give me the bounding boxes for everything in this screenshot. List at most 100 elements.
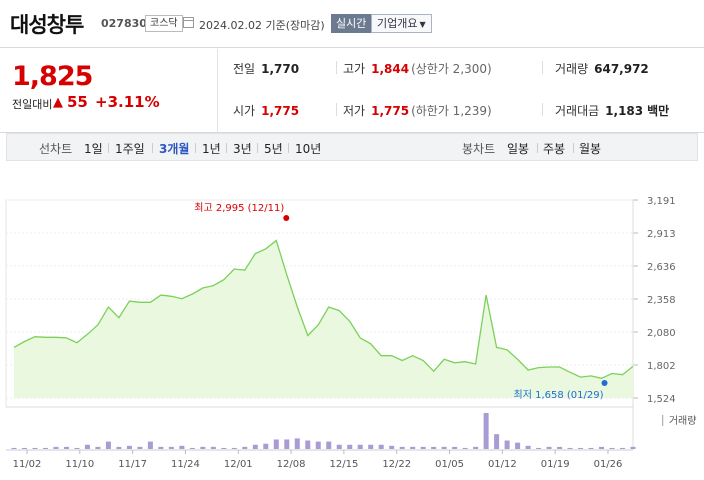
y-tick-label: 2,913 [647, 229, 676, 240]
volume-bar [21, 447, 27, 449]
volume-bar [158, 446, 164, 449]
volume-bar [263, 443, 269, 449]
price-line [13, 239, 634, 379]
tab-5year[interactable]: 5년 [264, 142, 283, 156]
volume-bar [84, 444, 90, 449]
volume-bar [588, 447, 594, 449]
volume-bar [252, 444, 258, 449]
divider [542, 103, 543, 116]
x-tick-label: 01/26 [594, 459, 623, 470]
tab-monthly-candle[interactable]: 월봉 [579, 142, 602, 156]
change-label: 전일대비 [12, 98, 53, 111]
x-tick-label: 11/02 [13, 459, 42, 470]
volume-bar [347, 444, 353, 449]
volume-bar [557, 446, 563, 449]
volume-bar [74, 447, 80, 449]
volume-bar [126, 445, 132, 449]
quote-panel: 1,825 전일대비 ▲ 55 +3.11% 전일 1,770 고가 1,844 (상… [0, 49, 704, 133]
stock-header: 대성창투 027830 코스닥 2024.02.02 기준(장마감) 실시간 기… [0, 0, 704, 48]
low-annotation: 최저 1,658 (01/29) [514, 389, 604, 401]
x-tick-label: 12/15 [329, 459, 358, 470]
x-tick-label: 11/10 [65, 459, 94, 470]
volume-bar [420, 446, 426, 449]
volume-bar [147, 441, 153, 449]
volume-bar [63, 446, 69, 449]
divider [537, 143, 538, 153]
realtime-button[interactable]: 실시간 [331, 14, 372, 33]
volume-bar [336, 444, 342, 449]
divider [288, 143, 289, 153]
volume-bar [210, 446, 216, 449]
tab-daily-candle[interactable]: 일봉 [507, 142, 530, 156]
tab-weekly-candle[interactable]: 주봉 [543, 142, 566, 156]
volume-bar [567, 447, 573, 449]
chart-period-tabs: 선차트 1일 1주일 3개월 1년 3년 5년 10년 봉차트 일봉 주봉 월봉 [6, 133, 698, 161]
quote-date: 2024.02.02 기준(장마감) [199, 19, 325, 32]
volume-bar [546, 446, 552, 449]
volume-bar [452, 446, 458, 449]
volume-bar [389, 445, 395, 449]
x-tick-label: 11/24 [171, 459, 200, 470]
tab-3month[interactable]: 3개월 [159, 142, 190, 156]
low-metric: 저가 1,775 (하한가 1,239) [343, 104, 492, 118]
volume-bar [515, 442, 521, 449]
y-tick-label: 1,802 [647, 361, 676, 372]
divider [336, 103, 337, 116]
volume-bar [168, 446, 174, 449]
volume-bar [378, 444, 384, 449]
tab-3year[interactable]: 3년 [233, 142, 252, 156]
volume-bar [189, 447, 195, 449]
volume-bar [399, 446, 405, 449]
up-triangle-icon: ▲ [53, 95, 63, 110]
current-price: 1,825 [12, 61, 93, 92]
price-chart[interactable]: 3,191 2,913 2,636 2,358 2,080 1,802 1,524 ⏐ 거래량… [0, 190, 704, 480]
high-annotation: 최고 2,995 (12/11) [194, 202, 284, 214]
volume-bar [116, 446, 122, 449]
volume-bar [630, 446, 636, 449]
volume-bar [53, 446, 59, 449]
y-tick-label: 2,358 [647, 295, 676, 306]
tab-1week[interactable]: 1주일 [115, 142, 145, 156]
volume-bar [525, 445, 531, 449]
stock-code: 027830 [101, 17, 147, 30]
change-value: 55 [67, 93, 88, 111]
volume-bar [11, 447, 17, 449]
x-tick-label: 12/01 [224, 459, 253, 470]
volume-bar [536, 447, 542, 449]
volume-axis-label: ⏐ 거래량 [660, 415, 696, 427]
company-overview-dropdown[interactable]: 기업개요 ▼ [371, 14, 432, 33]
tab-1day[interactable]: 1일 [84, 142, 103, 156]
volume-bar [578, 447, 584, 449]
change-percent: +3.11% [95, 93, 160, 111]
divider [336, 61, 337, 74]
volume-bar [294, 438, 300, 449]
divider [257, 143, 258, 153]
volume-bar [273, 439, 279, 449]
volume-bar [368, 444, 374, 449]
divider [195, 143, 196, 153]
tab-1year[interactable]: 1년 [202, 142, 221, 156]
volume-bar [599, 446, 605, 449]
volume-bar [305, 440, 311, 449]
x-tick-label: 01/19 [541, 459, 570, 470]
volume-bar [32, 447, 38, 449]
volume-metric: 거래량 647,972 [555, 62, 649, 76]
volume-bar [326, 441, 332, 449]
volume-bar [441, 446, 447, 449]
volume-bar [242, 446, 248, 449]
amount-metric: 거래대금 1,183 백만 [555, 104, 670, 118]
low-marker [601, 380, 608, 386]
x-tick-label: 11/17 [118, 459, 147, 470]
volume-bar [473, 446, 479, 449]
x-tick-label: 12/22 [382, 459, 411, 470]
volume-bar [200, 446, 206, 449]
y-tick-label: 2,080 [647, 328, 676, 339]
high-metric: 고가 1,844 (상한가 2,300) [343, 62, 492, 76]
volume-bar [105, 441, 111, 449]
volume-bar [221, 447, 227, 449]
volume-bar [284, 439, 290, 449]
volume-bar [315, 441, 321, 449]
tab-10year[interactable]: 10년 [295, 142, 322, 156]
volume-bar [137, 446, 143, 449]
volume-bar [620, 447, 626, 449]
